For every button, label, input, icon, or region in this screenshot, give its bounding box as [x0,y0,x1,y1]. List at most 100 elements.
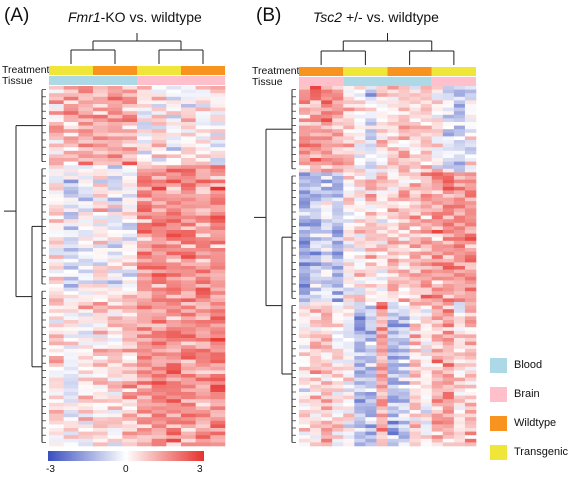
panel-b-heat-cell [332,269,344,274]
panel-a-heat-cell [137,320,152,324]
panel-b-heat-cell [398,312,410,317]
panel-a-heat-cell [78,118,94,123]
panel-a-heat-cell [195,215,211,220]
panel-b-heat-cell [365,93,377,98]
panel-a-heat-cell [49,230,64,234]
panel-b-heat-cell [409,302,421,306]
panel-a-heat-cell [107,251,123,256]
panel-a-heat-cell [151,352,167,357]
panel-b-heat-cell [354,237,366,242]
panel-a-heat-cell [49,363,64,368]
panel-b-heat-cell [321,255,333,260]
panel-a-heat-cell [63,179,79,184]
panel-b-heat-cell [365,280,377,285]
panel-a-heat-cell [93,129,108,134]
panel-a-heat-cell [195,384,211,389]
panel-b-heat-cell [343,258,355,263]
panel-b-heat-cell [431,374,444,378]
panel-a-heat-cell [181,366,196,371]
panel-a-heat-cell [93,96,108,101]
panel-a-heat-cell [78,212,94,216]
panel-a-heat-cell [151,420,167,425]
legend-swatch-wildtype [490,416,507,431]
panel-a-heat-cell [181,233,196,238]
panel-a-heat-cell [93,100,108,105]
panel-b-heat-cell [376,118,388,123]
panel-b-heat-cell [354,366,366,371]
panel-a-heat-cell [49,161,64,166]
panel-b-heat-cell [398,96,410,101]
panel-b-heat-cell [431,417,444,422]
panel-b-heat-cell [365,316,377,321]
panel-b-heat-cell [343,287,355,292]
panel-a-heat-cell [166,420,182,425]
panel-b-heat-cell [431,269,444,274]
panel-b-heat-cell [376,266,388,270]
panel-a-heat-cell [49,255,64,260]
panel-b-heat-cell [464,262,477,267]
panel-a-heat-cell [49,442,64,447]
panel-b-heat-cell [354,269,366,274]
panel-b-heat-cell [376,269,388,274]
panel-b-heat-cell [387,147,399,152]
panel-b-heat-cell [332,302,344,306]
panel-b-heat-cell [332,323,344,328]
panel-b-heat-cell [354,262,366,267]
panel-b-heat-cell [442,327,455,332]
panel-b-heat-cell [431,219,444,224]
panel-a-heat-cell [49,111,64,116]
panel-a-heat-cell [78,172,94,177]
panel-a-heat-cell [49,323,64,328]
panel-b-heat-cell [365,165,377,170]
panel-a-heat-cell [151,129,167,134]
panel-a-heat-cell [78,226,94,231]
panel-a-heat-cell [166,122,182,126]
panel-a-heat-cell [49,302,64,306]
panel-b-heat-cell [332,222,344,227]
panel-b-heat-cell [354,399,366,404]
panel-a-heat-cell [166,100,182,105]
panel-a-heat-cell [122,251,138,256]
panel-a-heat-cell [210,435,226,440]
panel-a-heat-cell [107,201,123,206]
panel-a-heat-cell [93,147,108,152]
panel-b-tissue-bar-1 [343,77,388,86]
panel-b-heat-cell [332,305,344,310]
panel-a-heat-cell [181,222,196,227]
panel-b-heat-cell [321,294,333,299]
panel-a-heat-cell [210,165,226,170]
panel-a-heat-cell [78,327,94,332]
panel-b-heat-cell [420,197,433,202]
panel-b-heat-cell [387,410,399,414]
panel-a-heat-cell [107,233,123,238]
panel-a-heat-cell [195,248,211,252]
panel-b-heat-cell [376,107,388,112]
panel-b-heat-cell [354,222,366,227]
panel-a-heat-cell [181,402,196,407]
panel-b-heat-cell [343,406,355,411]
panel-b-heat-cell [464,100,477,105]
panel-b-heat-cell [464,284,477,288]
panel-b-heat-cell [409,132,421,137]
panel-b-heat-cell [387,442,399,447]
panel-b-heat-cell [343,291,355,296]
panel-b-heat-cell [299,226,311,231]
panel-b-heat-cell [299,190,311,195]
panel-b-heat-cell [431,366,444,371]
panel-a-heat-cell [181,179,196,184]
panel-b-heat-cell [376,226,388,231]
panel-b-heat-cell [431,273,444,278]
panel-b-heat-cell [310,219,322,224]
panel-a-heat-cell [63,244,79,249]
panel-b-heat-cell [442,338,455,342]
panel-b-heat-cell [387,330,399,335]
panel-a-heat-cell [63,345,79,350]
panel-a-heat-cell [181,219,196,224]
panel-b-heat-cell [365,208,377,213]
panel-b-heat-cell [431,230,444,234]
panel-b-heat-cell [398,431,410,436]
panel-a-heat-cell [166,96,182,101]
panel-b-heat-cell [376,352,388,357]
panel-a-heat-cell [137,107,152,112]
panel-b-heat-cell [453,165,466,170]
